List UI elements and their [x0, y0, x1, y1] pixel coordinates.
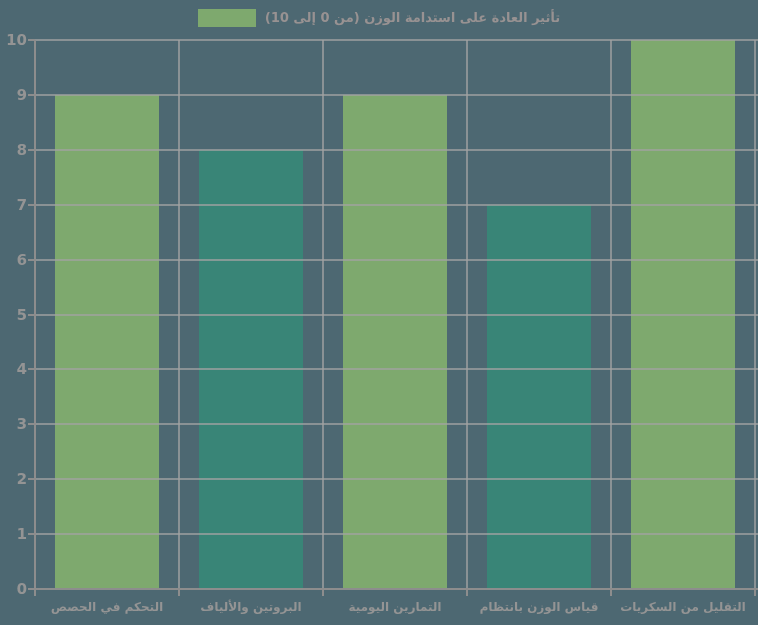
y-tick-label: 7: [16, 195, 27, 214]
y-tick-mark: [28, 533, 35, 536]
y-axis-line: [34, 40, 36, 591]
y-tick-mark: [28, 313, 35, 316]
legend-label: تأثير العادة على استدامة الوزن (من 0 إلى…: [264, 10, 561, 26]
y-tick-label: 9: [16, 85, 27, 104]
x-tick-mark: [322, 589, 324, 596]
y-tick-mark: [28, 258, 35, 261]
gridline-horizontal: [35, 148, 758, 151]
y-tick-mark: [28, 423, 35, 426]
y-tick-mark: [28, 368, 35, 371]
gridline-vertical: [754, 40, 756, 589]
gridline-horizontal: [35, 313, 758, 316]
y-tick-label: 8: [16, 140, 27, 159]
y-tick-label: 2: [16, 470, 27, 489]
gridline-horizontal: [35, 39, 758, 41]
x-tick-label: التحكم في الحصص: [50, 600, 164, 614]
x-tick-label: التمارين اليومية: [348, 600, 442, 614]
gridline-vertical: [610, 40, 612, 589]
y-tick-label: 4: [16, 360, 27, 379]
x-tick-mark: [34, 589, 36, 596]
y-tick-label: 0: [16, 580, 27, 598]
gridline-horizontal: [35, 478, 758, 481]
bar-3: [343, 94, 447, 589]
bar-4: [487, 204, 591, 589]
x-tick-label: قياس الوزن بانتظام: [479, 600, 599, 614]
y-tick-label: 5: [16, 305, 27, 324]
y-tick-label: 6: [16, 250, 27, 269]
x-tick-mark: [466, 589, 468, 596]
chart-legend: تأثير العادة على استدامة الوزن (من 0 إلى…: [0, 9, 758, 27]
y-tick-label: 1: [16, 525, 27, 544]
gridline-vertical: [178, 40, 180, 589]
gridline-horizontal: [35, 93, 758, 96]
x-tick-mark: [754, 589, 756, 596]
gridline-vertical: [322, 40, 324, 589]
gridline-horizontal: [35, 533, 758, 536]
y-tick-mark: [28, 478, 35, 481]
x-tick-mark: [178, 589, 180, 596]
x-tick-mark: [610, 589, 612, 596]
gridline-horizontal: [35, 423, 758, 426]
y-tick-mark: [28, 203, 35, 206]
x-axis-line: [34, 588, 758, 590]
gridline-horizontal: [35, 258, 758, 261]
x-tick-label: التقليل من السكريات: [620, 600, 746, 614]
y-tick-label: 3: [16, 415, 27, 434]
x-tick-label: البروتين والألياف: [200, 600, 302, 614]
gridline-vertical: [466, 40, 468, 589]
bar-1: [55, 94, 159, 589]
y-tick-mark: [28, 93, 35, 96]
y-tick-mark: [28, 588, 35, 590]
y-tick-mark: [28, 148, 35, 151]
y-tick-mark: [28, 39, 35, 41]
y-tick-label: 10: [6, 31, 27, 49]
gridline-horizontal: [35, 203, 758, 206]
legend-swatch: [197, 9, 256, 27]
gridline-horizontal: [35, 368, 758, 371]
